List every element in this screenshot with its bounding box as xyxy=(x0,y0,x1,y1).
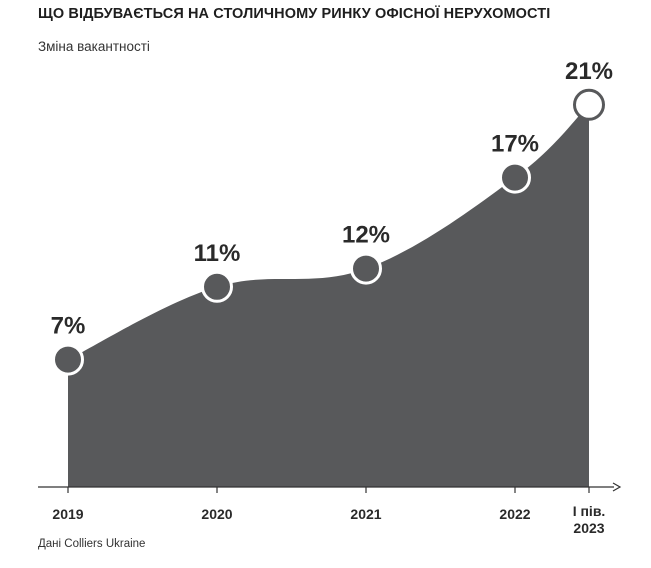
x-tick-label: 2022 xyxy=(499,506,530,522)
chart-subtitle: Зміна вакантності xyxy=(38,39,150,54)
data-label: 17% xyxy=(491,131,539,158)
data-point xyxy=(52,343,84,376)
data-label: 12% xyxy=(342,222,390,249)
x-tick-label: 2021 xyxy=(350,506,381,522)
data-point xyxy=(499,161,531,194)
x-tick-label: 2020 xyxy=(201,506,232,522)
data-point xyxy=(350,252,382,285)
vacancy-area xyxy=(68,104,589,488)
data-point xyxy=(201,270,233,303)
data-label: 21% xyxy=(565,58,613,85)
data-point xyxy=(573,88,605,121)
chart-title: ЩО ВІДБУВАЄТЬСЯ НА СТОЛИЧНОМУ РИНКУ ОФІС… xyxy=(38,6,551,22)
source-note: Дані Colliers Ukraine xyxy=(38,538,146,550)
x-tick-label: 2019 xyxy=(52,506,83,522)
x-tick-label: І пів. 2023 xyxy=(573,503,606,536)
x-axis-arrow xyxy=(612,482,622,492)
data-label: 7% xyxy=(51,313,86,340)
data-label: 11% xyxy=(194,240,241,267)
